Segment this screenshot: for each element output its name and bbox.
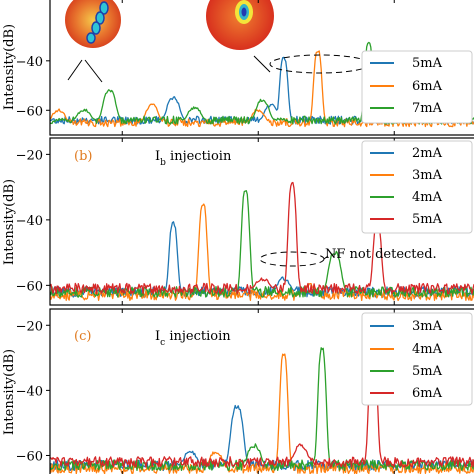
y-tick-label: −40: [16, 384, 43, 399]
mode-pattern-right: [206, 0, 274, 50]
y-tick-label: −40: [16, 214, 43, 229]
panel-a: −40 −60 Intensity(dB) 5mA 6mA 7mA: [2, 0, 474, 136]
panel-a-y-axis: −40 −60: [16, 0, 395, 135]
series-line-4mA: [50, 353, 474, 474]
panel-a-frame: [49, 0, 474, 136]
legend-b-item-1: 2mA: [412, 146, 443, 161]
panel-a-inset-left: [65, 0, 121, 83]
panel-a-legend: 5mA 6mA 7mA: [361, 50, 473, 124]
series-line-6mA: [50, 336, 474, 468]
panel-b-legend: 2mA 3mA 4mA 5mA: [361, 140, 473, 234]
panel-b-y-axis: −20 −40 −60: [16, 138, 395, 305]
legend-b-item-2: 3mA: [412, 168, 443, 183]
panel-c-y-axis-label: Intensity(dB): [2, 349, 17, 435]
panel-c-legend: 3mA 4mA 5mA 6mA: [361, 312, 473, 406]
legend-c-item-1: 3mA: [412, 319, 443, 334]
y-tick-label: −40: [16, 55, 43, 70]
legend-a-item-3: 7mA: [412, 101, 443, 116]
panel-c-frame: [49, 308, 474, 474]
legend-c-item-3: 5mA: [412, 364, 443, 379]
panel-b: −20 −40 −60 Intensity(dB) (b) Ib injectioi…: [2, 137, 474, 306]
panel-c-title: Ic injectioin: [155, 329, 231, 348]
panel-b-label: (b): [74, 149, 92, 164]
legend-b-item-3: 4mA: [412, 190, 443, 205]
panel-c-label: (c): [74, 329, 91, 344]
series-line-5mA: [50, 347, 474, 472]
y-tick-label: −20: [16, 319, 43, 334]
panel-b-y-axis-label: Intensity(dB): [2, 179, 17, 265]
legend-a-item-1: 5mA: [412, 56, 443, 71]
legend-c-item-4: 6mA: [412, 386, 443, 401]
y-tick-label: −20: [16, 148, 43, 163]
series-line-5mA: [50, 181, 474, 295]
y-tick-label: −60: [16, 449, 43, 464]
legend-a-item-2: 6mA: [412, 79, 443, 94]
panel-b-frame: [49, 137, 474, 306]
panel-c-y-axis: −20 −40 −60: [16, 309, 395, 474]
panel-a-y-axis-label: Intensity(dB): [2, 24, 17, 110]
dashed-ellipse-b: [259, 251, 325, 267]
panel-b-plot-area: [50, 181, 474, 302]
legend-b-item-4: 5mA: [412, 212, 443, 227]
panel-c-plot-area: [50, 336, 474, 474]
y-tick-label: −60: [16, 279, 43, 294]
legend-c-item-2: 4mA: [412, 342, 443, 357]
y-tick-label: −60: [16, 104, 43, 119]
panel-b-title: Ib injectioin: [155, 149, 232, 168]
panel-c: −20 −40 −60 Intensity(dB) (c) Ic injectioi…: [2, 308, 474, 474]
panel-a-inset-right: [206, 0, 274, 73]
annotation-nf-not-detected: NF not detected.: [325, 247, 437, 262]
